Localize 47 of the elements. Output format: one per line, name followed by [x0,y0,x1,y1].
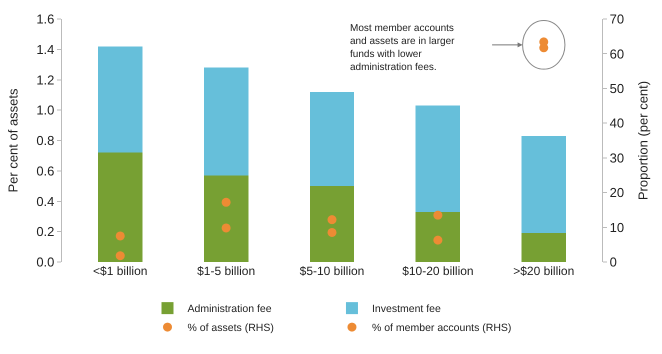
y2-tick-label: 0 [610,254,617,270]
point [328,215,336,224]
y2-tick-label: 50 [610,80,624,96]
y-tick-label: 1.4 [36,42,54,57]
point [433,210,442,220]
bar [416,106,460,212]
y-tick-label: 1.2 [36,72,54,88]
y-tick-label: 0.8 [36,133,54,148]
legend-label: Investment fee [372,303,441,316]
y-tick-label: 0.0 [36,254,54,270]
bar [522,233,566,262]
y2-tick-label: 40 [610,116,624,131]
bar [310,92,354,186]
bar [204,68,248,176]
y2-tick-label: 20 [610,185,624,200]
y-axis-title: Per cent of assets [5,88,20,193]
bar [310,186,354,262]
y2-tick-label: 10 [610,220,624,235]
legend-label: Administration fee [188,303,272,316]
y2-tick-label: 30 [610,150,624,166]
x-tick-label: $1-5 billion [197,264,256,278]
point [222,223,231,232]
point [328,228,336,237]
y-tick-label: 0.6 [36,163,54,178]
bar [416,212,460,262]
annotation: Most member accounts and assets are in larger funds with lower administration fees. [350,23,456,73]
point [116,231,125,240]
bar [98,46,142,153]
y-tick-label: 0.2 [36,224,54,240]
x-tick-label: <$1 billion [93,264,148,278]
x-tick-label: $5-10 billion [300,264,364,278]
point [433,236,442,245]
y2-tick-label: 70 [610,12,624,27]
y2-tick-label: 60 [610,46,624,62]
y-tick-label: 1.0 [36,102,54,118]
bar [98,152,142,262]
y-tick-label: 0.4 [36,194,54,209]
legend-label: % of assets (RHS) [188,322,274,334]
point [222,198,231,207]
y-tick-label: 1.6 [36,12,54,27]
bar [522,136,566,234]
bar [204,175,248,262]
x-tick-label: $10-20 billion [402,264,474,278]
x-tick-label: >$20 billion [513,264,574,278]
point [116,251,125,260]
legend-label: % of member accounts (RHS) [372,322,512,334]
y2-axis-title: Proportion (per cent) [636,80,651,200]
